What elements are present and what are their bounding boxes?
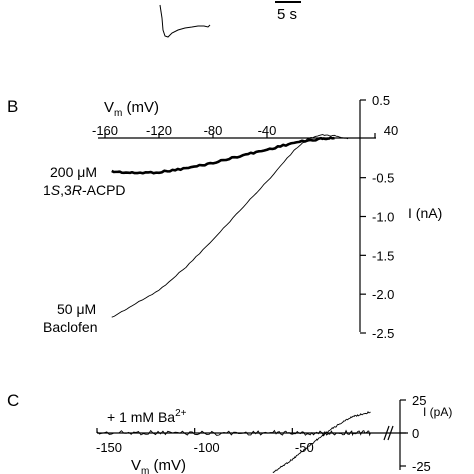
panel-b-y-tick-label: 0.5 — [372, 93, 390, 108]
panel-b-y-ticks: 0.5 -0.5 -1.0 -1.5 -2.0 -2.5 — [360, 93, 394, 341]
panel-c-x-tick-label: -100 — [194, 440, 220, 455]
panel-b-label: B — [7, 97, 18, 116]
panel-a-trace — [159, 4, 211, 38]
panel-b-y-tick-label: -2.5 — [372, 326, 394, 341]
panel-b-series — [111, 134, 349, 318]
acpd-trace — [111, 136, 335, 175]
panel-b-x-tick-label: 40 — [384, 123, 398, 138]
panel-b-xlabel: Vm (mV) — [104, 99, 159, 119]
panel-c-y-tick-label: 0 — [412, 426, 419, 441]
panel-b-x-tick-label: -40 — [258, 123, 277, 138]
panel-b-y-tick-label: -1.5 — [372, 248, 394, 263]
panel-c-label: C — [7, 391, 19, 410]
baclofen-label-line2: Baclofen — [43, 319, 97, 335]
panel-b-x-ticks: -160 -120 -80 -40 40 — [92, 123, 398, 138]
panel-c-series — [96, 410, 371, 473]
panel-b-y-tick-label: -2.0 — [372, 287, 394, 302]
panel-b-ylabel: I (nA) — [408, 205, 442, 221]
panel-b: B Vm (mV) -160 -120 -80 -40 40 0.5 -0.5 -1.0 -1… — [7, 93, 442, 341]
axis-break-mark — [383, 425, 394, 441]
ba-trace — [96, 429, 371, 437]
panel-c-y-ticks: 25 0 -25 — [400, 393, 431, 474]
panel-b-x-tick-label: -120 — [146, 123, 172, 138]
scale-bar-label: 5 s — [277, 6, 297, 23]
baclofen-label-line1: 50 μM — [57, 301, 96, 317]
panel-c-y-tick-label: 25 — [412, 393, 426, 408]
panel-c-xlabel: Vm (mV) — [131, 457, 186, 474]
control-trace — [272, 410, 371, 473]
panel-c-x-tick-label: -150 — [96, 440, 122, 455]
panel-c-ylabel: I (pA) — [423, 405, 452, 419]
panel-b-x-tick-label: -80 — [204, 123, 223, 138]
panel-c-x-tick-label: -50 — [295, 440, 314, 455]
acpd-label-line2: 1S,3R-ACPD — [43, 182, 126, 198]
panel-a: 5 s — [159, 1, 301, 38]
panel-c-annotation: + 1 mM Ba2+ — [107, 408, 187, 425]
baclofen-trace — [111, 134, 349, 318]
panel-c-x-ticks: -150 -100 -50 — [96, 428, 314, 455]
panel-b-y-tick-label: -0.5 — [372, 171, 394, 186]
panel-c: C + 1 mM Ba2+ -150 -100 -50 250-25 I (pA) … — [7, 391, 452, 474]
panel-c-y-tick-label: -25 — [412, 459, 431, 474]
acpd-label-line1: 200 μM — [50, 164, 97, 180]
panel-b-y-tick-label: -1.0 — [372, 210, 394, 225]
panel-b-x-tick-label: -160 — [92, 123, 118, 138]
